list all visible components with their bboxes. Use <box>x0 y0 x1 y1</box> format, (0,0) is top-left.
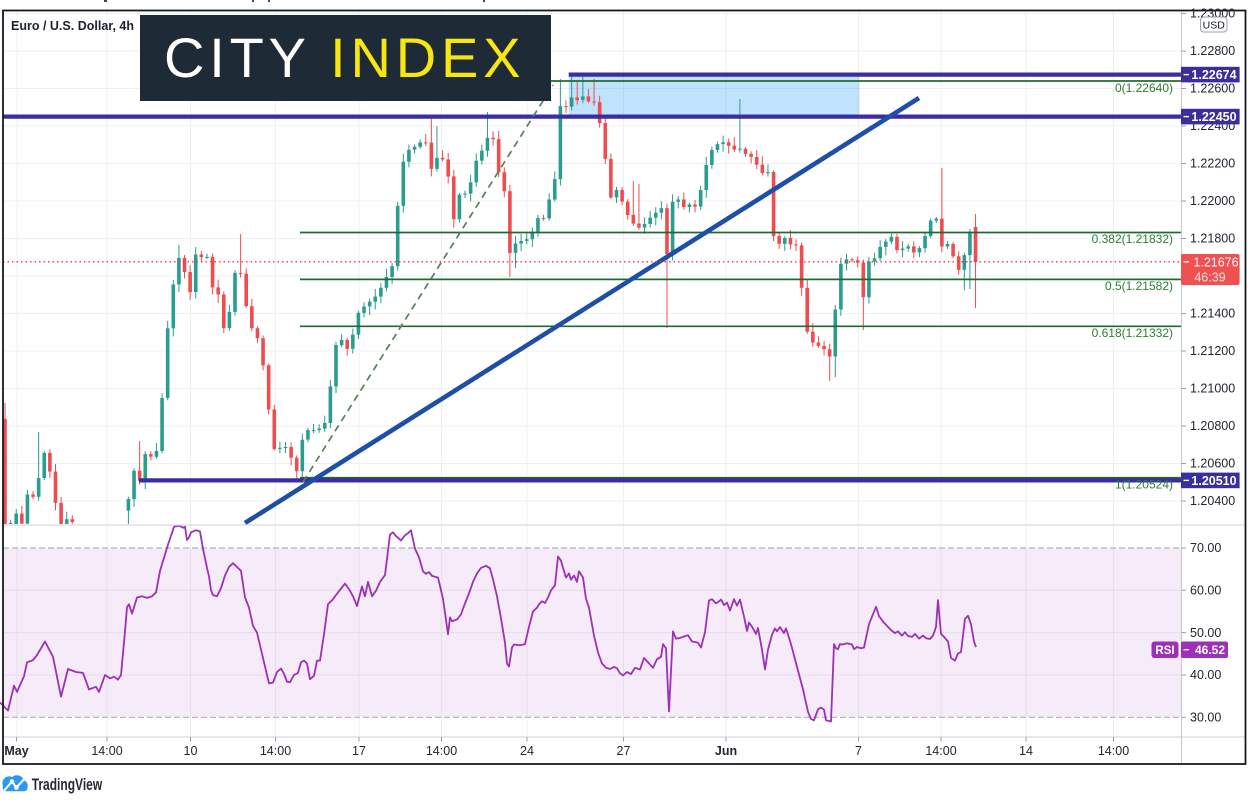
svg-text:7: 7 <box>855 744 862 758</box>
svg-text:0.382(1.21832): 0.382(1.21832) <box>1092 232 1173 246</box>
svg-text:10: 10 <box>184 744 198 758</box>
svg-text:14:00: 14:00 <box>91 744 122 758</box>
svg-text:14: 14 <box>1019 744 1033 758</box>
svg-text:14:00: 14:00 <box>426 744 457 758</box>
svg-text:14:00: 14:00 <box>1098 744 1129 758</box>
svg-text:1.21676: 1.21676 <box>1193 256 1238 270</box>
svg-text:70.00: 70.00 <box>1190 541 1221 555</box>
svg-text:1.20600: 1.20600 <box>1190 457 1235 471</box>
svg-text:CITY INDEX: CITY INDEX <box>164 26 525 89</box>
svg-text:14:00: 14:00 <box>260 744 291 758</box>
svg-text:USD: USD <box>1203 20 1226 32</box>
svg-text:0.5(1.21582): 0.5(1.21582) <box>1105 279 1173 293</box>
svg-text:1.21400: 1.21400 <box>1190 307 1235 321</box>
svg-text:RSI: RSI <box>1155 645 1174 657</box>
svg-text:60.00: 60.00 <box>1190 584 1221 598</box>
svg-text:46.52: 46.52 <box>1195 643 1225 657</box>
svg-text:1.21200: 1.21200 <box>1190 344 1235 358</box>
svg-text:1.22674: 1.22674 <box>1191 68 1236 82</box>
svg-text:Euro / U.S. Dollar, 4h: Euro / U.S. Dollar, 4h <box>11 18 134 33</box>
svg-text:30.00: 30.00 <box>1190 711 1221 725</box>
svg-text:0(1.22640): 0(1.22640) <box>1115 81 1173 95</box>
svg-text:1(1.20524): 1(1.20524) <box>1115 478 1173 492</box>
svg-text:1.21000: 1.21000 <box>1190 382 1235 396</box>
svg-text:1.20400: 1.20400 <box>1190 494 1235 508</box>
svg-text:27: 27 <box>617 744 631 758</box>
svg-text:1.22600: 1.22600 <box>1190 82 1235 96</box>
svg-text:1.21800: 1.21800 <box>1190 232 1235 246</box>
svg-text:May: May <box>4 744 28 758</box>
svg-text:14:00: 14:00 <box>925 744 956 758</box>
svg-text:1.22450: 1.22450 <box>1191 110 1236 124</box>
svg-text:1.20510: 1.20510 <box>1191 474 1236 488</box>
svg-text:50.00: 50.00 <box>1190 626 1221 640</box>
svg-text:Jun: Jun <box>715 744 737 758</box>
svg-text:TradingView: TradingView <box>32 775 103 794</box>
svg-text:40.00: 40.00 <box>1190 668 1221 682</box>
svg-text:1.22200: 1.22200 <box>1190 157 1235 171</box>
svg-text:1.22000: 1.22000 <box>1190 194 1235 208</box>
svg-text:1.20800: 1.20800 <box>1190 419 1235 433</box>
svg-text:24: 24 <box>520 744 534 758</box>
svg-text:0.618(1.21332): 0.618(1.21332) <box>1092 326 1173 340</box>
svg-text:46:39: 46:39 <box>1194 271 1225 285</box>
svg-text:17: 17 <box>352 744 366 758</box>
svg-text:1.22800: 1.22800 <box>1190 44 1235 58</box>
